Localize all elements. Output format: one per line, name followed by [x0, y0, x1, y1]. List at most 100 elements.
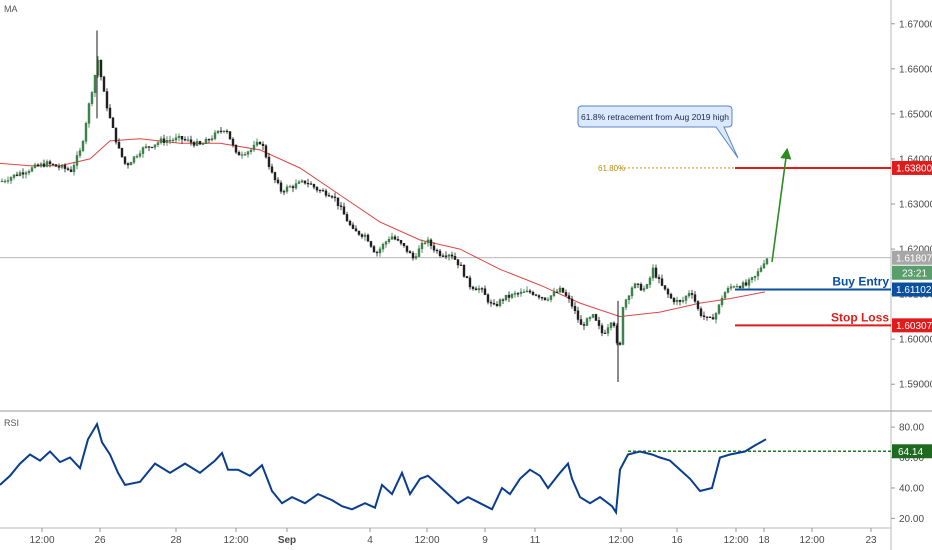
callout-text: 61.8% retracement from Aug 2019 high — [581, 112, 729, 122]
candle-body — [408, 251, 412, 254]
time-tick-label: 12:00 — [29, 535, 54, 546]
candle-body — [483, 288, 487, 295]
rsi-tick-label: 40.00 — [899, 483, 924, 494]
candle-body — [276, 179, 280, 184]
candle-body — [54, 164, 58, 167]
candle-body — [363, 234, 367, 237]
candle-body — [192, 142, 196, 146]
candle-body — [528, 290, 532, 293]
price-axis[interactable]: 1.67000 1.66000 1.65000 1.64000 1.63000 1.620… — [891, 19, 932, 391]
svg-text:1.63800: 1.63800 — [896, 163, 932, 174]
candle-body — [477, 288, 481, 291]
candle-body — [753, 275, 757, 278]
candle-body — [423, 242, 427, 244]
candle-body — [678, 300, 682, 302]
candle-body — [201, 143, 205, 145]
candle-body — [579, 319, 583, 325]
candle-body — [600, 325, 604, 334]
candle-body — [57, 166, 61, 168]
candle-body — [372, 246, 376, 253]
candle-body — [699, 308, 703, 317]
candle-body — [744, 282, 748, 286]
rsi-tick-label: 60.00 — [899, 453, 924, 464]
candle-body — [690, 293, 694, 295]
candle-body — [78, 150, 82, 156]
callout[interactable]: 61.8% retracement from Aug 2019 high — [577, 105, 739, 159]
candle-body — [558, 287, 562, 293]
candle-body — [315, 186, 319, 191]
candle-body — [204, 138, 208, 144]
candle-body — [627, 295, 631, 300]
candle-body — [513, 293, 517, 295]
candle-body — [387, 239, 391, 243]
candle-body — [249, 149, 253, 152]
candle-body — [525, 290, 529, 293]
candle-body — [177, 135, 181, 138]
rsi-indicator-label[interactable]: RSI — [4, 418, 19, 428]
candle-body — [621, 307, 625, 345]
candle-body — [681, 300, 685, 302]
rsi-axis[interactable]: 80.00 60.00 40.00 20.00 — [891, 423, 924, 525]
price-tick-label: 1.64000 — [899, 154, 932, 165]
stop-loss-label: Stop Loss — [831, 310, 889, 324]
candle-body — [693, 294, 697, 302]
candle-body — [72, 165, 76, 172]
candle-body — [273, 172, 277, 181]
countdown-tag: 23:21 — [892, 265, 932, 280]
candle-body — [306, 182, 310, 185]
projection-arrow[interactable] — [771, 147, 792, 263]
candle-body — [165, 139, 169, 143]
candle-body — [258, 141, 262, 145]
candle-body — [633, 283, 637, 289]
candle-body — [360, 234, 364, 237]
candle-body — [738, 286, 742, 288]
svg-text:1.61807: 1.61807 — [896, 253, 932, 264]
candle-body — [186, 139, 190, 141]
candle-body — [99, 59, 103, 78]
candle-body — [381, 243, 385, 250]
candle-body — [396, 238, 400, 241]
rsi-value-tag: 64.14 — [892, 444, 932, 459]
candle-body — [291, 186, 295, 189]
candle-body — [597, 320, 601, 326]
candle-body — [459, 264, 463, 267]
time-tick-label: 12:00 — [608, 535, 633, 546]
candle-body — [357, 230, 361, 235]
time-tick-label: 18 — [758, 535, 770, 546]
candle-body — [243, 154, 247, 156]
rsi-tick-label: 20.00 — [899, 514, 924, 525]
candle-body — [174, 137, 178, 141]
ma-indicator-label[interactable]: MA — [4, 4, 18, 14]
time-axis[interactable]: 12:00 26 28 12:00 Sep 4 12:00 9 11 12:00 16 12:00 18… — [29, 528, 877, 546]
candle-body — [537, 295, 541, 298]
candle-body — [147, 146, 151, 148]
candle-body — [486, 294, 490, 303]
candle-body — [345, 214, 349, 222]
candle-body — [51, 163, 55, 166]
candle-body — [468, 277, 472, 288]
candle-body — [501, 299, 505, 301]
candle-body — [687, 293, 691, 297]
time-tick-label: 26 — [94, 535, 106, 546]
candle-body — [507, 294, 511, 298]
candle-body — [6, 180, 10, 182]
candle-body — [222, 130, 226, 133]
price-tick-label: 1.66000 — [899, 64, 932, 75]
candle-body — [543, 297, 547, 301]
candle-body — [540, 297, 544, 299]
candle-body — [195, 141, 199, 146]
candle-body — [561, 287, 565, 293]
candle-body — [231, 138, 235, 146]
candle-body — [144, 146, 148, 148]
candle-body — [375, 251, 379, 254]
callout-box — [577, 105, 739, 159]
candle-body — [417, 248, 421, 257]
candle-body — [120, 147, 124, 157]
candle-body — [567, 295, 571, 300]
buy-entry-tag: 1.61102 — [892, 282, 932, 297]
candle-body — [261, 143, 265, 147]
candle-body — [411, 252, 415, 259]
candle-body — [741, 282, 745, 288]
price-tick-label: 1.59000 — [899, 380, 932, 391]
